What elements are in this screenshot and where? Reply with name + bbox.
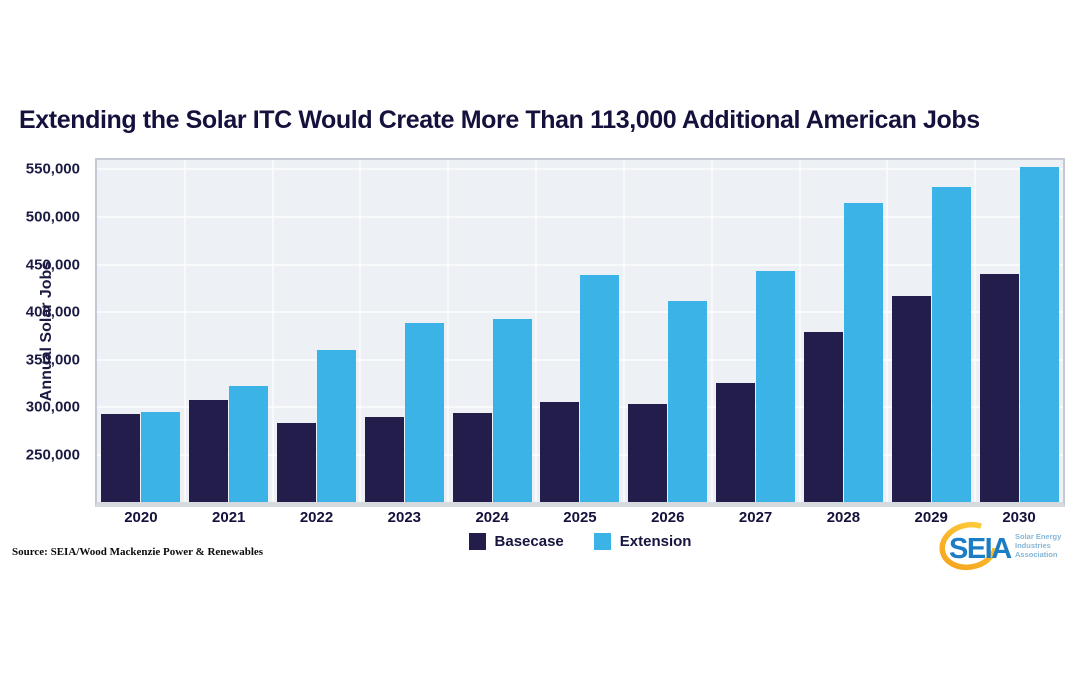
x-tick-2021: 2021	[212, 509, 246, 526]
bar-group-2026	[624, 160, 712, 502]
bar-group-2025	[536, 160, 624, 502]
y-tick-550000: 550,000	[25, 160, 80, 178]
legend-swatch-extension	[593, 533, 611, 550]
bar-group-2027	[712, 160, 800, 502]
gridline-vertical	[183, 160, 186, 502]
bar-extension-2023	[404, 323, 444, 502]
gridline-vertical	[886, 160, 889, 502]
bar-basecase-2026	[628, 404, 668, 502]
bar-extension-2026	[668, 300, 708, 502]
bar-extension-2022	[317, 350, 357, 502]
x-tick-2030: 2030	[1002, 509, 1036, 526]
gridline-450000	[97, 263, 1063, 266]
bar-group-2028	[800, 160, 888, 502]
chart-title: Extending the Solar ITC Would Create Mor…	[19, 106, 980, 134]
bar-extension-2027	[756, 271, 796, 502]
legend-label-extension: Extension	[619, 533, 692, 550]
seia-logo: SEIA Solar Energy Industries Association	[939, 521, 1062, 571]
bar-extension-2020	[141, 411, 181, 502]
bar-extension-2028	[843, 202, 883, 502]
bar-group-2029	[887, 160, 975, 502]
bar-basecase-2027	[716, 383, 756, 502]
bar-extension-2024	[492, 318, 532, 502]
gridline-vertical	[974, 160, 977, 502]
bar-group-2023	[360, 160, 448, 502]
x-tick-2023: 2023	[387, 509, 422, 526]
bar-group-2020	[97, 160, 185, 502]
source-note: Source: SEIA/Wood Mackenzie Power & Rene…	[12, 546, 264, 558]
seia-logo-text: SEIA	[949, 533, 1012, 565]
bar-basecase-2020	[101, 413, 141, 502]
gridline-vertical	[622, 160, 625, 502]
gridline-500000	[97, 216, 1063, 218]
bar-basecase-2021	[189, 400, 229, 502]
bar-extension-2025	[580, 274, 620, 502]
x-tick-2028: 2028	[826, 509, 861, 526]
seia-logo-tagline-line3: Association	[1015, 550, 1058, 559]
gridlines	[97, 160, 1063, 502]
legend-item-extension: Extension	[593, 533, 692, 550]
seia-logo-swoosh	[939, 521, 999, 571]
y-tick-500000: 500,000	[25, 208, 80, 226]
bar-extension-2030	[1019, 166, 1059, 502]
plot-area	[95, 158, 1065, 507]
gridline-vertical	[535, 160, 538, 502]
y-tick-400000: 400,000	[25, 303, 80, 321]
y-tick-300000: 300,000	[25, 398, 80, 416]
x-tick-2026: 2026	[651, 509, 685, 526]
seia-logo-tagline-line2: Industries	[1015, 541, 1051, 550]
gridline-vertical	[710, 160, 713, 502]
bar-extension-2021	[229, 386, 269, 502]
bar-basecase-2029	[891, 295, 931, 502]
x-tick-2025: 2025	[563, 509, 597, 526]
gridline-vertical	[359, 160, 362, 502]
bar-group-2022	[273, 160, 361, 502]
gridline-vertical	[271, 160, 274, 502]
bar-group-2021	[185, 160, 273, 502]
legend-item-basecase: Basecase	[468, 533, 564, 550]
y-tick-250000: 250,000	[25, 446, 80, 463]
bar-basecase-2028	[803, 331, 843, 502]
gridline-400000	[97, 310, 1063, 313]
y-tick-450000: 450,000	[25, 256, 80, 273]
legend: Basecase Extension	[95, 533, 1065, 550]
seia-logo-tagline-line1: Solar Energy	[1015, 532, 1062, 541]
x-tick-2029: 2029	[914, 509, 948, 526]
x-tick-2022: 2022	[299, 509, 334, 526]
bars	[97, 160, 1063, 502]
x-axis-tick-labels: 2020 2021 2022 2023 2024 2025 2026 2027 2028 2029…	[97, 509, 1063, 526]
y-axis-tick-labels: 250,000 300,000 350,000 400,000 450,000 500,0…	[0, 160, 87, 502]
legend-label-basecase: Basecase	[494, 533, 564, 550]
bar-basecase-2023	[364, 417, 404, 502]
gridline-250000	[97, 453, 1063, 456]
bar-basecase-2022	[277, 423, 317, 502]
gridline-vertical	[447, 160, 450, 502]
x-tick-2027: 2027	[738, 509, 773, 526]
gridline-550000	[97, 168, 1063, 171]
bar-basecase-2025	[540, 402, 580, 502]
x-tick-2020: 2020	[124, 509, 158, 526]
bar-group-2030	[975, 160, 1063, 502]
bar-basecase-2024	[452, 412, 492, 502]
bar-basecase-2030	[979, 274, 1019, 502]
x-tick-2024: 2024	[475, 509, 509, 526]
y-tick-350000: 350,000	[25, 351, 80, 368]
gridline-300000	[97, 406, 1063, 408]
legend-swatch-basecase	[468, 533, 486, 550]
bar-extension-2029	[931, 186, 971, 502]
gridline-350000	[97, 358, 1063, 361]
bar-group-2024	[448, 160, 536, 502]
gridline-vertical	[798, 160, 801, 502]
